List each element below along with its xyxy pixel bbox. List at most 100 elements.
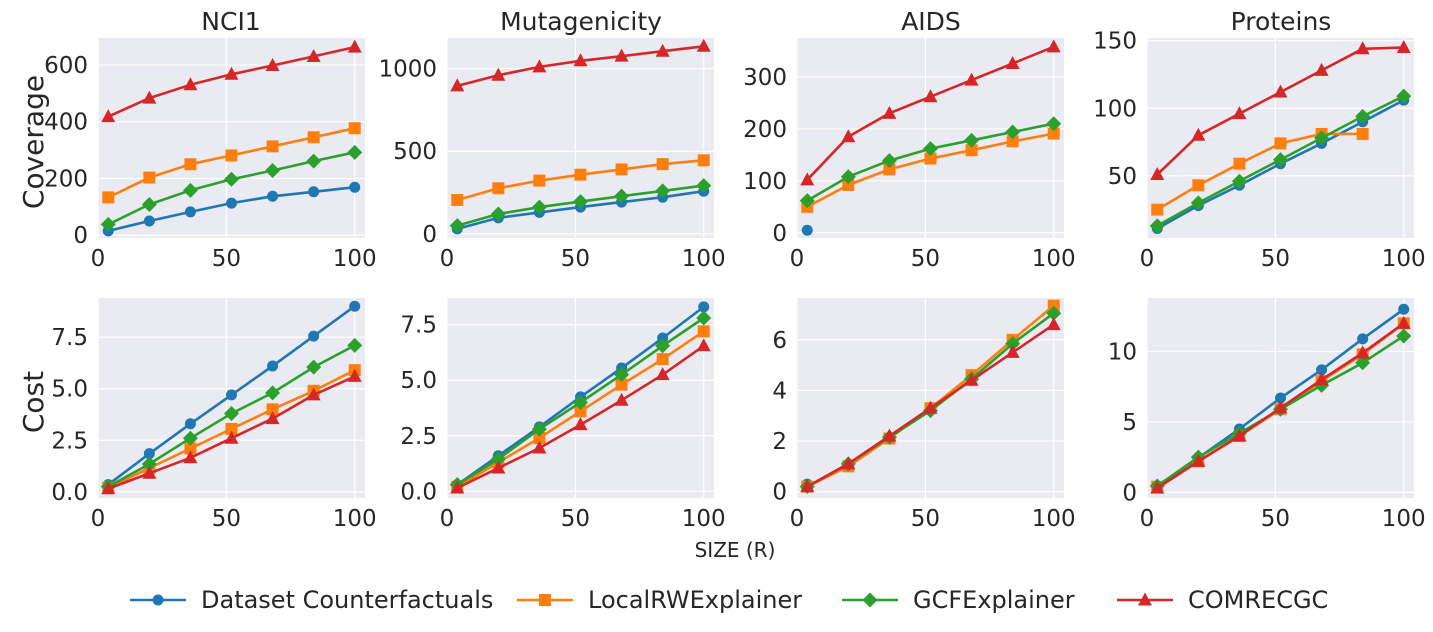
- data-point-gcfexplainer: [881, 153, 897, 169]
- data-point-comrecgc: [841, 456, 856, 470]
- column-title-nci1: NCI1: [201, 7, 260, 36]
- x-tick-label: 0: [1140, 246, 1155, 272]
- chart-panel-nci1-coverage: 0 50 100 0 200 400 600: [44, 38, 377, 272]
- data-point-comrecgc: [923, 400, 938, 414]
- series-dataset-counterfactuals: [801, 224, 813, 236]
- x-tick-label: 100: [1032, 246, 1076, 272]
- series-gcfexplainer: [449, 310, 712, 493]
- data-point-gcfexplainer: [347, 337, 363, 353]
- y-tick-label: 100: [743, 169, 787, 195]
- x-tick-label: 50: [212, 506, 241, 532]
- data-point-comrecgc: [1232, 428, 1247, 442]
- data-point-gcfexplainer: [347, 144, 363, 160]
- data-point-comrecgc: [655, 43, 670, 57]
- series-comrecgc: [450, 38, 711, 92]
- y-tick-label: 600: [44, 53, 88, 79]
- data-point-dataset-counterfactuals: [308, 186, 320, 198]
- data-point-gcfexplainer: [449, 218, 465, 234]
- data-point-comrecgc: [306, 48, 321, 62]
- data-point-localrwexplainer: [1006, 135, 1019, 148]
- data-point-gcfexplainer: [182, 430, 198, 446]
- y-tick-label: 5.0: [400, 368, 437, 394]
- data-point-comrecgc: [1005, 55, 1020, 69]
- data-point-localrwexplainer: [533, 432, 546, 444]
- data-point-comrecgc: [1232, 106, 1247, 120]
- data-point-localrwexplainer: [492, 182, 505, 195]
- legend-entry-dataset-counterfactuals: Dataset Counterfactuals: [130, 586, 493, 614]
- data-point-comrecgc: [347, 368, 362, 382]
- y-tick-label: 0: [73, 223, 88, 249]
- data-point-dataset-counterfactuals: [184, 206, 196, 218]
- data-point-localrwexplainer: [266, 140, 279, 153]
- data-point-localrwexplainer: [883, 163, 896, 176]
- data-point-comrecgc: [882, 428, 897, 442]
- data-point-gcfexplainer: [964, 132, 980, 148]
- data-point-comrecgc: [183, 77, 198, 91]
- data-point-gcfexplainer: [100, 216, 116, 232]
- y-tick-label: 0: [422, 222, 437, 248]
- data-point-gcfexplainer: [1314, 130, 1330, 146]
- data-point-dataset-counterfactuals: [801, 224, 813, 236]
- y-tick-label: 0.0: [400, 479, 437, 505]
- data-point-dataset-counterfactuals: [1316, 364, 1328, 376]
- data-point-gcfexplainer: [1190, 195, 1206, 211]
- data-point-dataset-counterfactuals: [184, 418, 196, 430]
- y-tick-label: 4: [772, 378, 787, 404]
- data-point-comrecgc: [347, 39, 362, 53]
- row-label-cost: Cost: [17, 371, 50, 433]
- chart-panel-nci1-cost: 0 50 100 0.0 2.5 5.0 7.5: [51, 298, 377, 532]
- y-tick-label: 50: [1108, 164, 1137, 190]
- data-point-gcfexplainer: [1396, 88, 1412, 104]
- chart-panel-mutagenicity-cost: 0 50 100 0.0 2.5 5.0 7.5: [400, 298, 726, 532]
- data-point-comrecgc: [573, 417, 588, 431]
- data-point-gcfexplainer: [696, 310, 712, 326]
- data-point-gcfexplainer: [182, 182, 198, 198]
- data-point-gcfexplainer: [573, 194, 588, 210]
- y-tick-label: 2.5: [400, 424, 437, 450]
- x-tick-label: 100: [1382, 246, 1426, 272]
- legend-entry-localrwexplainer: LocalRWExplainer: [517, 586, 802, 614]
- data-point-gcfexplainer: [531, 421, 547, 437]
- data-point-localrwexplainer: [1233, 157, 1246, 170]
- chart-panel-aids-coverage: 0 50 100 0 100 200 300: [743, 38, 1076, 272]
- data-point-comrecgc: [450, 480, 465, 494]
- y-tick-label: 5: [1122, 410, 1137, 436]
- data-point-gcfexplainer: [1005, 124, 1021, 140]
- data-point-gcfexplainer: [265, 385, 281, 401]
- legend-marker-comrecgc: [1138, 592, 1152, 606]
- data-point-gcfexplainer: [306, 153, 322, 169]
- legend-label: Dataset Counterfactuals: [201, 586, 493, 614]
- data-point-gcfexplainer: [490, 206, 506, 222]
- data-point-comrecgc: [224, 430, 239, 444]
- y-tick-label: 2: [772, 429, 787, 455]
- data-point-comrecgc: [142, 90, 157, 104]
- data-point-comrecgc: [1046, 39, 1061, 53]
- data-point-comrecgc: [1005, 344, 1020, 358]
- x-tick-label: 100: [682, 246, 726, 272]
- data-point-localrwexplainer: [1356, 127, 1369, 140]
- y-tick-label: 10: [1108, 340, 1137, 366]
- data-point-localrwexplainer: [574, 405, 587, 418]
- chart-panel-aids-cost: 0 50 100 0 2 4 6: [772, 298, 1076, 532]
- y-tick-label: 7.5: [400, 313, 437, 339]
- x-tick-label: 100: [1382, 506, 1426, 532]
- data-point-comrecgc: [532, 440, 547, 454]
- data-point-gcfexplainer: [655, 183, 671, 199]
- y-tick-label: 2.5: [51, 428, 88, 454]
- data-point-comrecgc: [1150, 480, 1165, 494]
- data-point-localrwexplainer: [451, 193, 464, 206]
- data-point-localrwexplainer: [225, 422, 238, 435]
- column-title-mutagenicity: Mutagenicity: [500, 7, 662, 36]
- data-point-comrecgc: [696, 338, 711, 352]
- x-tick-label: 50: [911, 506, 940, 532]
- data-point-comrecgc: [142, 465, 157, 479]
- x-tick-label: 50: [1261, 506, 1290, 532]
- series-localrwexplainer: [801, 127, 1060, 213]
- y-tick-label: 0: [1122, 480, 1137, 506]
- data-point-gcfexplainer: [490, 451, 506, 467]
- legend-label: LocalRWExplainer: [588, 586, 802, 614]
- data-point-gcfexplainer: [614, 367, 630, 383]
- x-tick-label: 50: [1261, 246, 1290, 272]
- data-point-comrecgc: [841, 129, 856, 143]
- data-point-localrwexplainer: [615, 163, 628, 176]
